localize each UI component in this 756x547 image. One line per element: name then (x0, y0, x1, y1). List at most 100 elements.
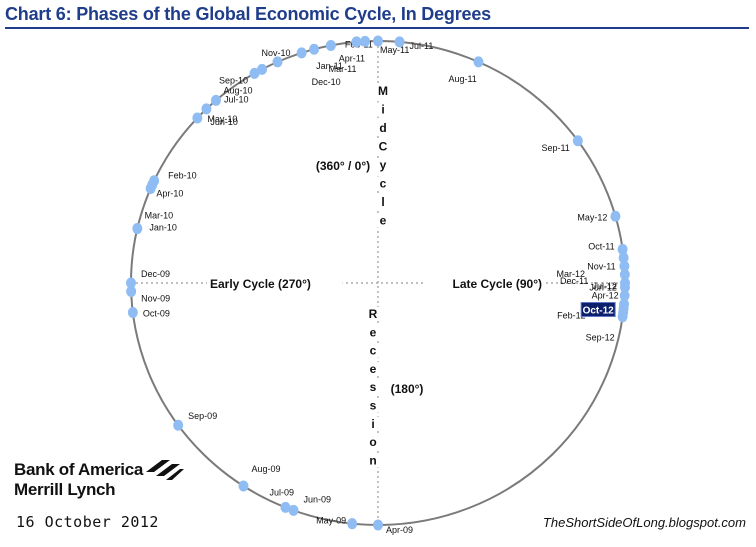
axis-labels: Early Cycle (270°) Late Cycle (90°) (360° … (207, 84, 545, 468)
point-jun-12 (619, 269, 630, 281)
point-label: Sep-10 (219, 75, 248, 85)
point-sep-09 (173, 419, 184, 431)
point-jun-10 (201, 103, 212, 115)
point-label: Dec-11 (560, 276, 588, 286)
point-label: Mar-11 (329, 64, 357, 74)
point-apr-12 (619, 290, 630, 302)
point-label: Jul-11 (410, 41, 434, 51)
point-label: Apr-12 (592, 291, 619, 301)
logo-line1: Bank of America (14, 460, 144, 479)
point-label: Jul-10 (224, 94, 249, 104)
point-jul-11 (394, 36, 405, 48)
point-label: Aug-10 (223, 85, 252, 95)
recession-letter: s (370, 399, 377, 413)
data-points: Apr-09 May-09 Jun-09 Jul-09 Aug-09 Sep-09 Oct-… (126, 35, 630, 535)
point-oct-09 (127, 306, 138, 318)
mid-cycle-letter: y (380, 158, 387, 172)
recession-letter: n (369, 453, 376, 467)
point-dec-10 (296, 47, 307, 59)
late-cycle-label-bg (423, 276, 545, 292)
point-feb-11 (325, 39, 336, 51)
point-label: Dec-10 (312, 77, 341, 87)
mid-cycle-letter: d (379, 121, 386, 135)
point-label: Jan-10 (149, 223, 177, 233)
point-label: Apr-11 (339, 53, 365, 63)
point-label: Oct-11 (588, 241, 614, 251)
point-may-11 (373, 35, 383, 47)
point-jun-09 (288, 504, 299, 516)
mid-cycle-letter: c (380, 177, 387, 191)
top-degree-label: (360° / 0°) (316, 159, 370, 173)
point-label: Jan-11 (316, 61, 343, 71)
report-date: 16 October 2012 (16, 513, 159, 531)
recession-letter: o (369, 435, 376, 449)
point-label: Sep-09 (188, 411, 217, 421)
mid-cycle-letter: e (380, 214, 387, 228)
recession-letter: e (370, 362, 377, 376)
mid-cycle-letter: C (379, 140, 388, 154)
recession-letter: e (370, 325, 377, 339)
point-label: Feb-10 (168, 171, 197, 181)
point-label: Aug-11 (448, 74, 476, 84)
point-sep-11 (572, 135, 583, 147)
bottom-degree-label: (180°) (391, 382, 424, 396)
point-label: Jun-09 (304, 494, 332, 504)
mid-cycle-letter: M (378, 84, 388, 98)
point-nov-09 (126, 285, 137, 297)
mid-cycle-letter: l (381, 195, 384, 209)
point-apr-09 (373, 519, 383, 531)
point-jan-10 (132, 223, 143, 235)
flag-logo-icon (146, 460, 184, 480)
point-label: Nov-09 (141, 293, 170, 303)
point-sep-12 (617, 311, 628, 323)
bottom-degree-label-bg (382, 381, 432, 397)
point-label: Apr-10 (156, 189, 183, 199)
recession-letter: s (370, 380, 377, 394)
point-dec-09 (126, 277, 136, 289)
point-label: May-11 (380, 45, 409, 55)
point-label: Jun-10 (210, 117, 238, 127)
point-aug-09 (238, 480, 249, 492)
point-aug-10 (249, 67, 260, 79)
point-label: Mar-10 (145, 210, 174, 220)
title-underline (5, 27, 749, 29)
point-label: Sep-12 (586, 333, 615, 343)
point-may-10 (192, 112, 203, 124)
point-nov-10 (272, 56, 283, 68)
point-label: Aug-09 (251, 464, 280, 474)
point-label: May-09 (316, 516, 346, 526)
point-label: Jul-09 (269, 487, 294, 497)
recession-letter: R (369, 307, 378, 321)
source-credit: TheShortSideOfLong.blogspot.com (542, 515, 746, 530)
late-cycle-label: Late Cycle (90°) (452, 277, 542, 291)
point-label: Jun-12 (589, 283, 617, 293)
point-label-highlight: Oct-12 (583, 305, 615, 316)
point-label: Jul-12 (592, 281, 617, 291)
point-mar-11 (351, 36, 362, 48)
point-label: Feb-12 (557, 310, 586, 320)
logo-line2: Merrill Lynch (14, 480, 116, 499)
point-label: Sep-11 (541, 143, 569, 153)
point-label: Dec-09 (141, 269, 170, 279)
point-dec-11 (619, 260, 630, 272)
highlight-box (580, 301, 616, 317)
point-label: Nov-11 (587, 262, 615, 272)
page-title: Chart 6: Phases of the Global Economic C… (5, 4, 491, 24)
point-may-12 (610, 210, 621, 222)
recession-letter: i (371, 417, 374, 431)
point-oct-11 (617, 243, 628, 255)
early-cycle-label-bg (207, 276, 343, 292)
point-label: Apr-09 (386, 525, 413, 535)
top-degree-label-bg (300, 158, 386, 174)
point-jul-10 (210, 94, 221, 106)
point-label: May-12 (577, 212, 607, 222)
point-may-09 (347, 518, 358, 530)
point-label: Oct-09 (143, 308, 170, 318)
point-nov-11 (618, 252, 629, 264)
bank-logo: Bank of America Merrill Lynch (14, 460, 143, 500)
point-label: Nov-10 (262, 48, 291, 58)
point-label: Mar-12 (556, 269, 585, 279)
point-feb-10 (149, 175, 160, 187)
early-cycle-label: Early Cycle (270°) (210, 277, 311, 291)
